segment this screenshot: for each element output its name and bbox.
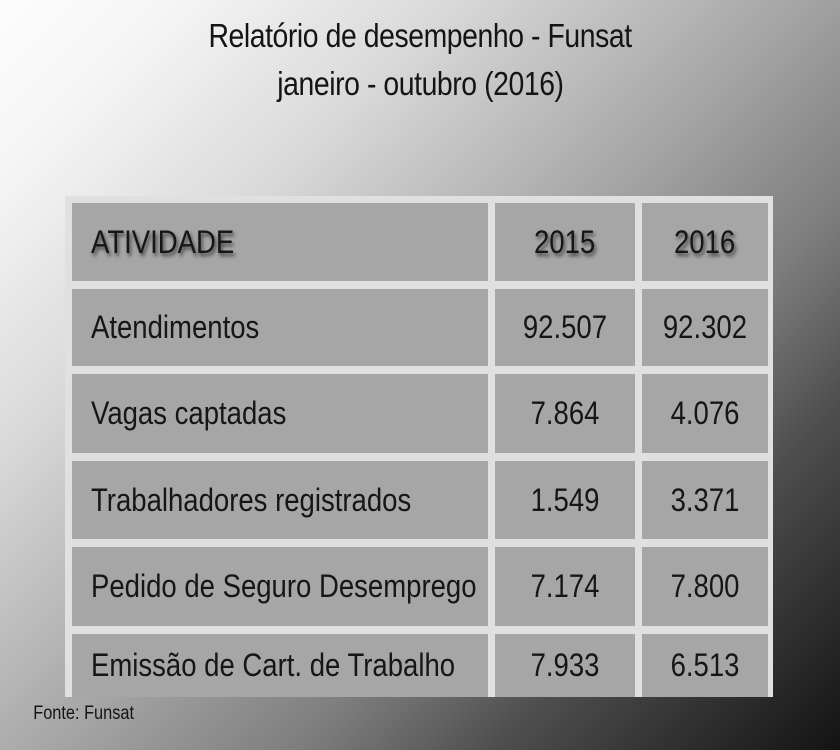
value-2015-cell: 7.174 — [495, 547, 635, 626]
header-cell-activity: ATIVIDADE — [72, 203, 488, 281]
value-2015-cell: 92.507 — [495, 289, 635, 366]
value-2015-cell: 1.549 — [495, 461, 635, 539]
value-2015-cell: 7.864 — [495, 374, 635, 453]
report-title-line1: Relatório de desempenho - Funsat — [208, 17, 632, 54]
source-note: Fonte: Funsat — [33, 703, 135, 724]
value-2016-cell: 3.371 — [642, 461, 768, 539]
activity-cell: Vagas captadas — [72, 374, 488, 453]
activity-cell: Pedido de Seguro Desemprego — [72, 547, 488, 626]
value-2015-cell: 7.933 — [495, 634, 635, 697]
header-cell-2016: 2016 — [642, 203, 768, 281]
value-2016-cell: 92.302 — [642, 289, 768, 366]
activity-cell: Atendimentos — [72, 289, 488, 366]
report-title: Relatório de desempenho - Funsat janeiro… — [0, 12, 840, 108]
activity-cell: Trabalhadores registrados — [72, 461, 488, 539]
report-title-line2: janeiro - outubro (2016) — [276, 65, 564, 102]
value-2016-cell: 4.076 — [642, 374, 768, 453]
header-cell-2015: 2015 — [495, 203, 635, 281]
performance-table: ATIVIDADE 2015 2016 Atendimentos 92.507 … — [65, 196, 773, 697]
value-2016-cell: 7.800 — [642, 547, 768, 626]
value-2016-cell: 6.513 — [642, 634, 768, 697]
activity-cell: Emissão de Cart. de Trabalho — [72, 634, 488, 697]
